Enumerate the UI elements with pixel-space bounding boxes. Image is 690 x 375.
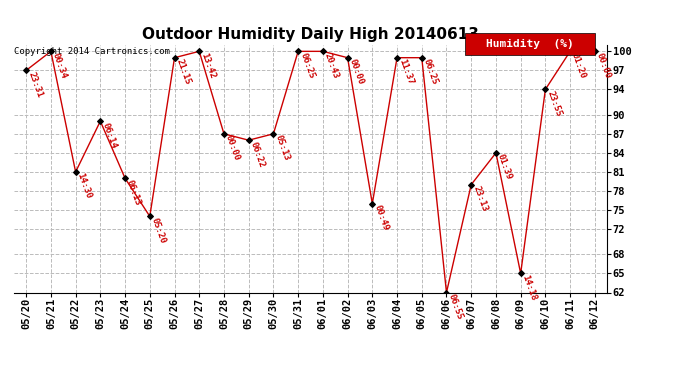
- Point: [317, 48, 328, 54]
- Point: [119, 175, 130, 181]
- Point: [243, 137, 254, 143]
- Text: 13:42: 13:42: [199, 51, 217, 80]
- Point: [21, 68, 32, 74]
- Point: [491, 150, 502, 156]
- Point: [268, 131, 279, 137]
- Title: Outdoor Humidity Daily High 20140613: Outdoor Humidity Daily High 20140613: [142, 27, 479, 42]
- Text: 00:49: 00:49: [373, 204, 390, 232]
- Text: 01:39: 01:39: [496, 153, 513, 181]
- Point: [169, 55, 180, 61]
- Text: 23:13: 23:13: [471, 184, 489, 213]
- Point: [194, 48, 205, 54]
- Text: 06:25: 06:25: [298, 51, 316, 80]
- Text: 06:22: 06:22: [248, 140, 266, 168]
- Point: [342, 55, 353, 61]
- Text: 14:30: 14:30: [76, 172, 93, 200]
- Text: 23:55: 23:55: [545, 89, 563, 118]
- Point: [416, 55, 427, 61]
- Text: 23:31: 23:31: [26, 70, 43, 99]
- Point: [589, 48, 600, 54]
- Point: [367, 201, 378, 207]
- Point: [391, 55, 402, 61]
- Text: 06:14: 06:14: [100, 121, 118, 150]
- Text: 06:13: 06:13: [125, 178, 143, 207]
- Point: [540, 86, 551, 92]
- Text: 20:43: 20:43: [323, 51, 340, 80]
- Point: [293, 48, 304, 54]
- Text: Copyright 2014 Cartronics.com: Copyright 2014 Cartronics.com: [14, 48, 170, 57]
- Point: [219, 131, 230, 137]
- Text: 00:00: 00:00: [224, 134, 241, 162]
- Text: 01:20: 01:20: [570, 51, 588, 80]
- Text: 00:00: 00:00: [595, 51, 613, 80]
- Text: 00:34: 00:34: [51, 51, 68, 80]
- Point: [466, 182, 477, 188]
- Text: 06:55: 06:55: [446, 292, 464, 321]
- Point: [95, 118, 106, 124]
- Point: [515, 270, 526, 276]
- Text: Humidity  (%): Humidity (%): [486, 39, 574, 49]
- Text: 14:18: 14:18: [521, 273, 538, 302]
- Text: 05:13: 05:13: [273, 134, 291, 162]
- Point: [441, 290, 452, 296]
- Text: 06:25: 06:25: [422, 58, 440, 86]
- Text: 05:20: 05:20: [150, 216, 168, 244]
- Point: [564, 48, 575, 54]
- Text: 21:15: 21:15: [175, 58, 192, 86]
- Point: [144, 213, 155, 219]
- Text: 11:37: 11:37: [397, 58, 415, 86]
- Point: [46, 48, 57, 54]
- Text: 00:00: 00:00: [348, 58, 365, 86]
- FancyBboxPatch shape: [465, 33, 595, 55]
- Point: [70, 169, 81, 175]
